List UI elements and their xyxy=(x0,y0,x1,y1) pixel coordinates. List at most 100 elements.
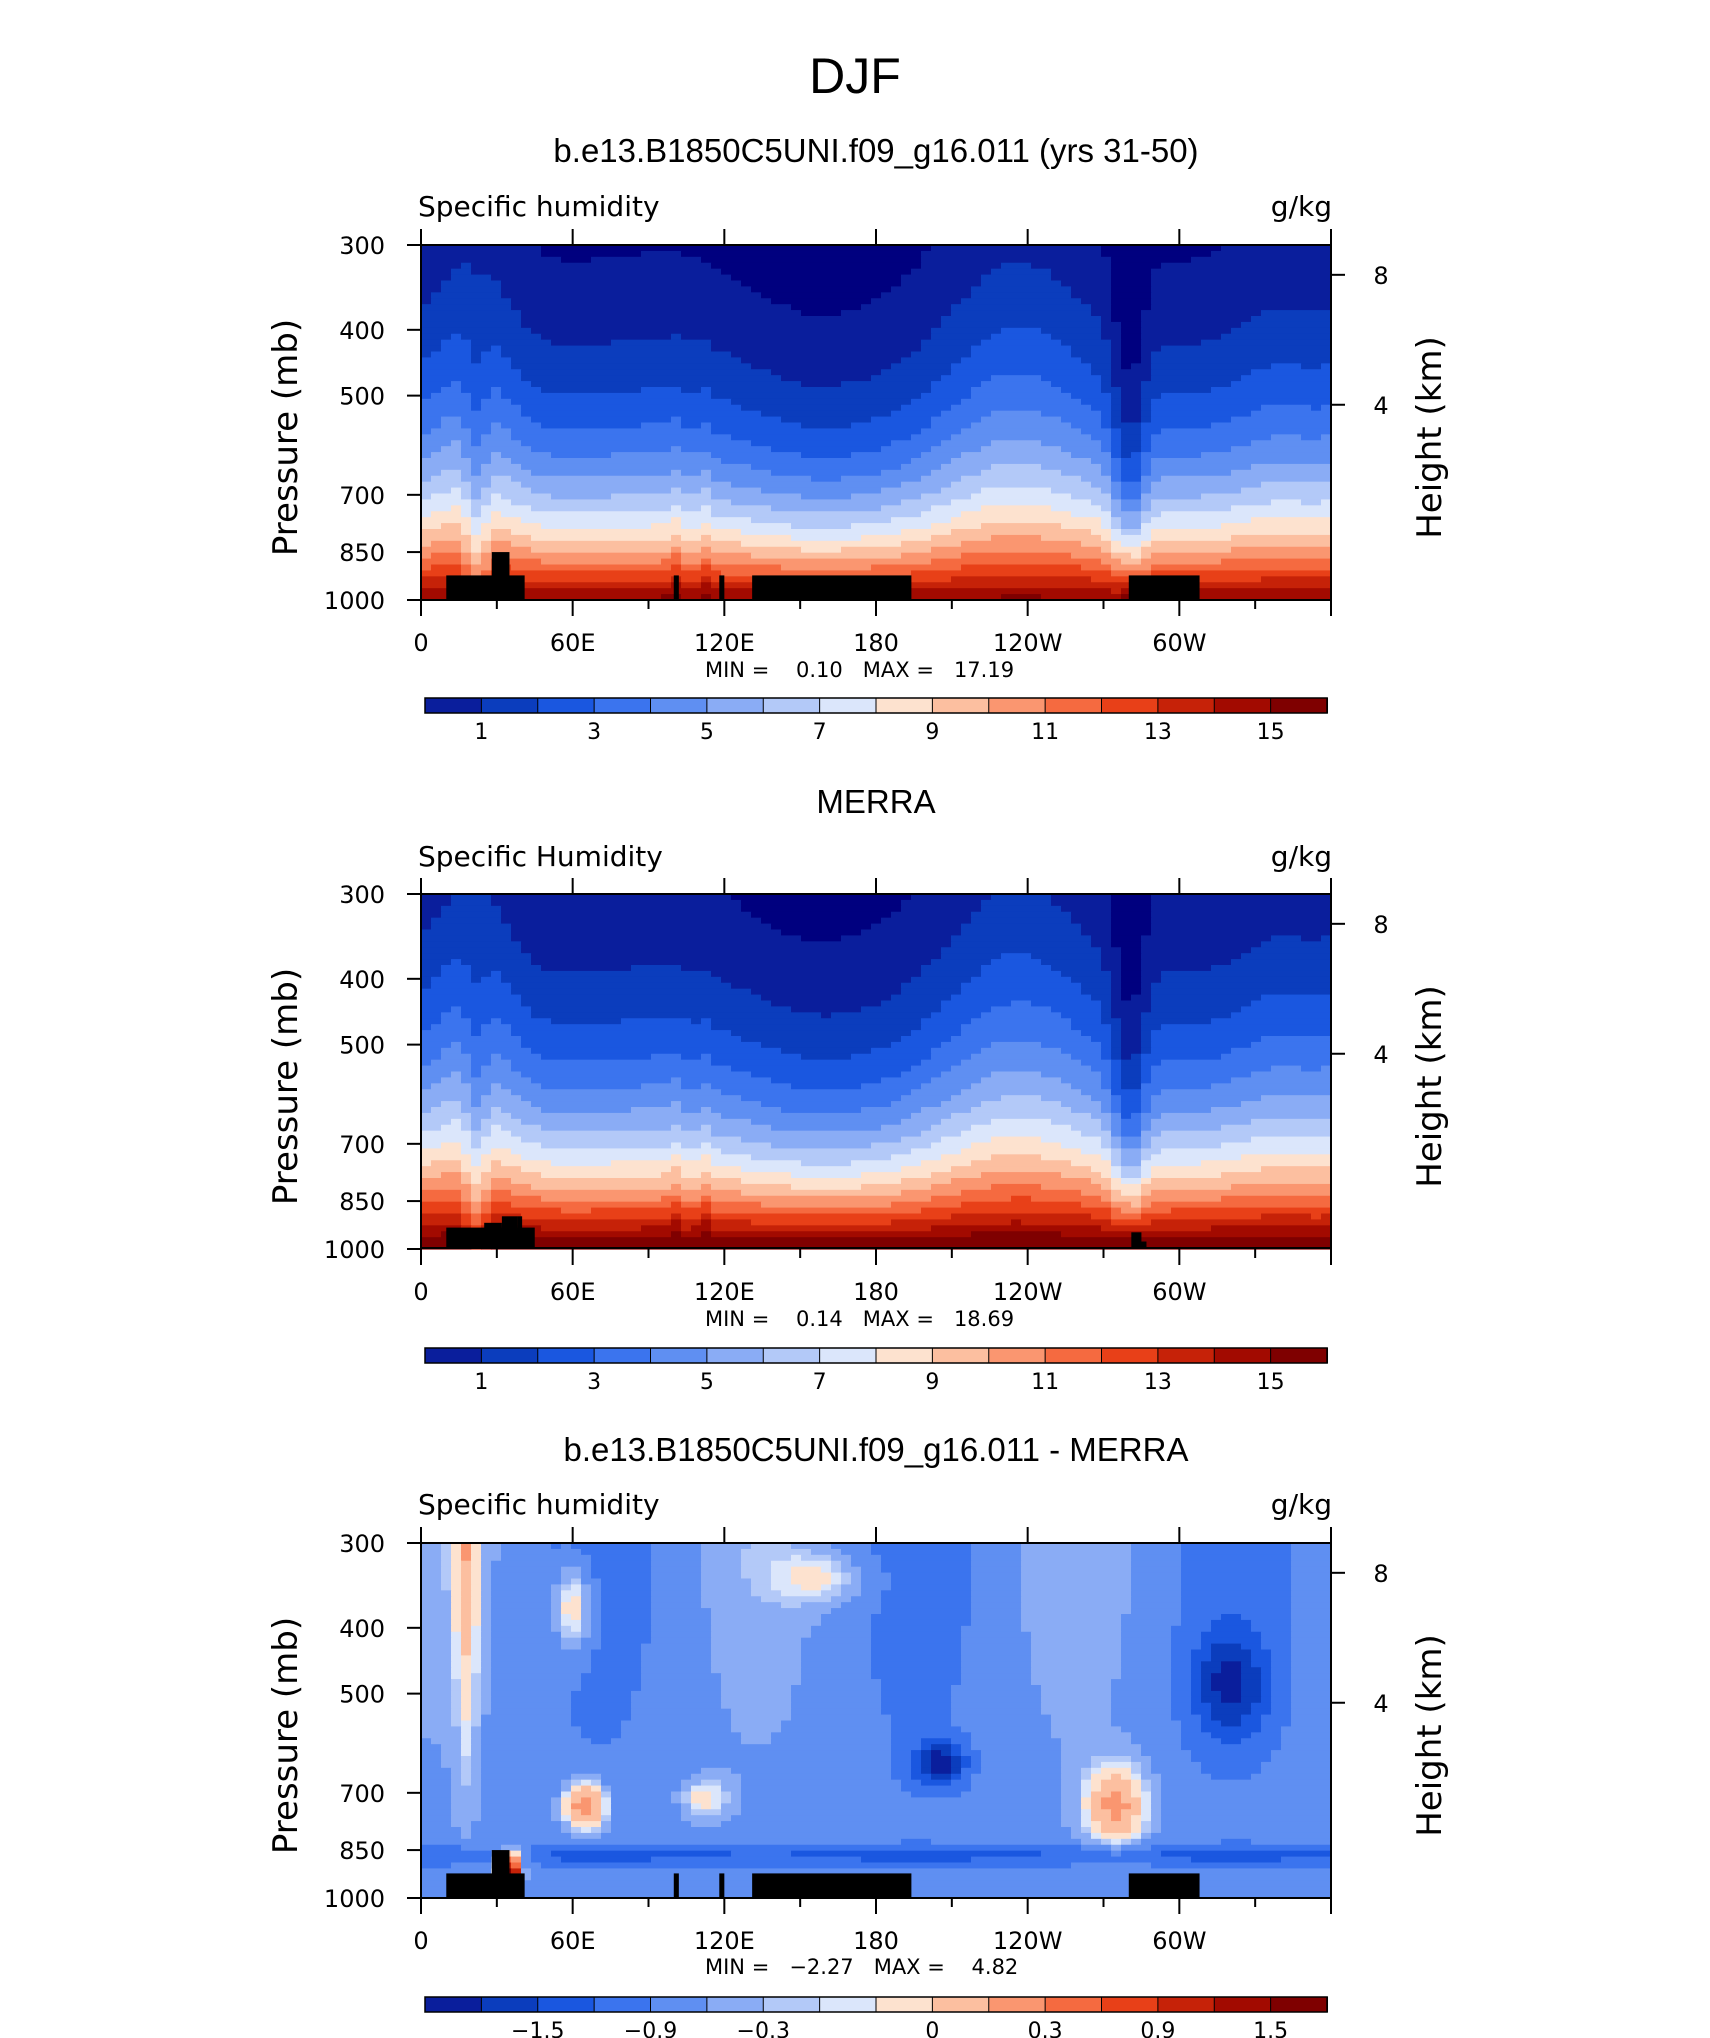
contour-cell xyxy=(711,1791,722,1799)
contour-cell xyxy=(1291,1679,1332,1686)
colorbar-swatch xyxy=(480,1996,539,2013)
contour-cell xyxy=(771,1000,882,1008)
contour-cell xyxy=(1151,517,1252,524)
contour-cell xyxy=(1141,976,1162,984)
contour-cell xyxy=(1191,1756,1272,1763)
contour-cell xyxy=(1121,351,1142,359)
contour-cell xyxy=(1111,1136,1122,1144)
contour-cell xyxy=(461,1118,472,1126)
contour-cell xyxy=(941,316,1102,323)
contour-cell xyxy=(1121,1809,1142,1816)
contour-cell xyxy=(1221,1614,1242,1621)
contour-cell xyxy=(971,1124,1072,1132)
contour-cell xyxy=(1041,327,1102,335)
contour-cell xyxy=(1131,363,1152,370)
contour-cell xyxy=(451,1821,472,1828)
contour-cell xyxy=(521,941,952,948)
contour-cell xyxy=(1021,1614,1122,1621)
contour-cell xyxy=(431,540,462,548)
contour-cell xyxy=(571,1821,602,1828)
contour-cell xyxy=(1281,1732,1332,1739)
contour-cell xyxy=(791,1690,882,1698)
contour-cell xyxy=(951,1714,1052,1722)
contour-cell xyxy=(741,1554,792,1562)
contour-cell xyxy=(461,1071,472,1079)
contour-cell xyxy=(1151,458,1332,465)
contour-cell xyxy=(1121,1838,1132,1846)
contour-cell xyxy=(521,1036,742,1043)
contour-cell xyxy=(561,1578,572,1586)
contour-cell xyxy=(1151,410,1252,418)
contour-cell xyxy=(441,1756,462,1763)
contour-cell xyxy=(1111,1101,1122,1108)
contour-cell xyxy=(421,1225,462,1232)
contour-cell xyxy=(611,1827,1072,1834)
contour-cell xyxy=(751,363,892,370)
contour-cell xyxy=(1131,1761,1142,1769)
contour-cell xyxy=(421,1207,462,1215)
contour-cell xyxy=(1121,493,1142,501)
contour-cell xyxy=(471,1679,482,1686)
contour-cell xyxy=(581,1566,592,1574)
contour-cell xyxy=(1101,1041,1112,1049)
contour-cell xyxy=(561,1584,572,1591)
contour-cell xyxy=(421,1619,452,1627)
contour-cell xyxy=(591,1590,602,1597)
contour-cell xyxy=(651,1619,712,1627)
panel-1-stats: MIN = 0.10 MAX = 17.19 xyxy=(705,658,1014,682)
contour-cell xyxy=(461,1543,472,1550)
contour-cell xyxy=(641,422,682,430)
contour-cell xyxy=(491,481,522,489)
contour-cell xyxy=(471,1773,482,1781)
contour-cell xyxy=(481,1201,492,1209)
contour-cell xyxy=(451,899,492,907)
contour-cell xyxy=(871,1047,932,1055)
contour-cell xyxy=(471,1543,482,1550)
contour-cell xyxy=(1121,1619,1182,1627)
contour-cell xyxy=(1231,469,1332,477)
contour-cell xyxy=(1051,487,1102,495)
contour-cell xyxy=(651,1572,702,1580)
contour-cell xyxy=(681,1219,702,1226)
contour-cell xyxy=(531,534,672,542)
contour-cell xyxy=(1091,1178,1112,1185)
contour-cell xyxy=(741,1189,902,1197)
contour-cell xyxy=(891,410,942,418)
contour-cell xyxy=(891,1750,912,1757)
contour-cell xyxy=(651,1554,702,1562)
contour-cell xyxy=(1041,1136,1102,1144)
contour-cell xyxy=(931,1012,982,1019)
contour-cell xyxy=(491,1655,592,1662)
contour-cell xyxy=(1071,392,1112,400)
contour-cell xyxy=(741,1797,1062,1804)
contour-cell xyxy=(711,1053,802,1061)
contour-cell xyxy=(1041,534,1102,542)
contour-cell xyxy=(491,1643,562,1651)
contour-cell xyxy=(1271,1696,1292,1704)
contour-cell xyxy=(521,1095,742,1102)
contour-cell xyxy=(841,1584,862,1591)
contour-cell xyxy=(1291,1649,1332,1657)
contour-cell xyxy=(701,1554,742,1562)
contour-cell xyxy=(501,1083,542,1090)
contour-cell xyxy=(1141,594,1332,601)
contour-cell xyxy=(1051,333,1102,341)
contour-cell xyxy=(961,1667,1032,1674)
contour-cell xyxy=(731,1708,792,1716)
contour-cell xyxy=(1171,1661,1192,1668)
contour-cell xyxy=(691,1803,702,1810)
contour-cell xyxy=(1121,1207,1142,1215)
contour-cell xyxy=(781,416,872,424)
contour-cell xyxy=(581,1548,652,1556)
contour-cell xyxy=(1111,1006,1152,1013)
contour-cell xyxy=(521,1136,742,1144)
contour-cell xyxy=(1151,469,1232,477)
contour-cell xyxy=(471,1154,482,1161)
contour-cell xyxy=(561,1566,582,1574)
contour-cell xyxy=(1141,327,1232,335)
contour-cell xyxy=(461,546,472,554)
colorbar-tick-label: −0.3 xyxy=(737,2019,790,2038)
contour-cell xyxy=(1111,440,1122,447)
contour-cell xyxy=(711,564,782,572)
contour-cell xyxy=(891,1154,942,1161)
